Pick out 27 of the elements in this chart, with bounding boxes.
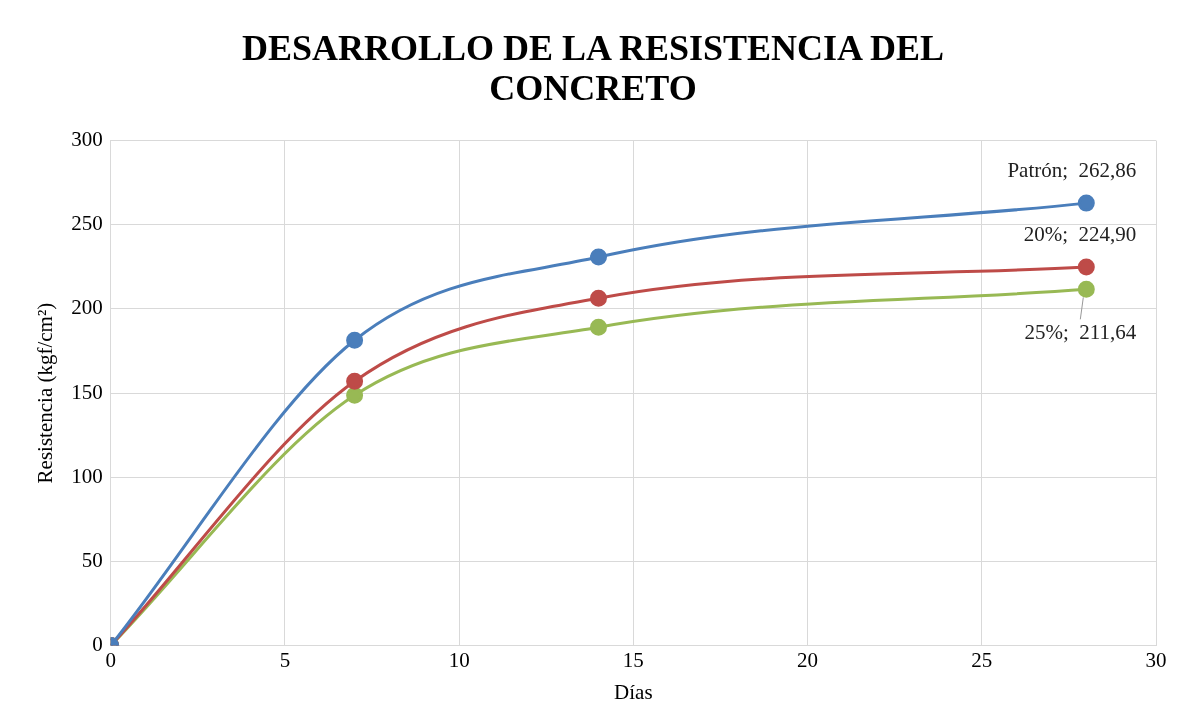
y-tick-label: 250	[71, 211, 103, 236]
data-label: 20%; 224,90	[1023, 221, 1137, 246]
data-label: Patrón; 262,86	[1007, 157, 1137, 182]
point	[590, 318, 608, 336]
x-tick-label: 20	[797, 647, 819, 672]
y-tick-label: 300	[71, 127, 103, 152]
point	[590, 248, 608, 266]
y-tick-label: 50	[81, 547, 103, 572]
y-tick-label: 200	[71, 295, 103, 320]
y-tick-label: 100	[71, 463, 103, 488]
y-tick-label: 150	[71, 379, 103, 404]
chart-title: DESARROLLO DE LA RESISTENCIA DEL CONCRETO	[240, 28, 946, 108]
x-tick-label: 30	[1145, 647, 1167, 672]
point	[1077, 280, 1095, 298]
point	[346, 386, 364, 404]
point	[346, 331, 364, 349]
x-tick-label: 25	[971, 647, 993, 672]
x-axis-title: Días	[614, 679, 653, 704]
x-tick-label: 5	[279, 647, 291, 672]
point	[346, 372, 364, 390]
data-label: 25%; 211,64	[1024, 319, 1137, 344]
y-axis-title: Resistencia (kgf/cm²)	[33, 302, 58, 484]
x-tick-label: 15	[622, 647, 644, 672]
point	[590, 289, 608, 307]
point	[1077, 194, 1095, 212]
point	[1077, 258, 1095, 276]
x-tick-label: 10	[448, 647, 470, 672]
